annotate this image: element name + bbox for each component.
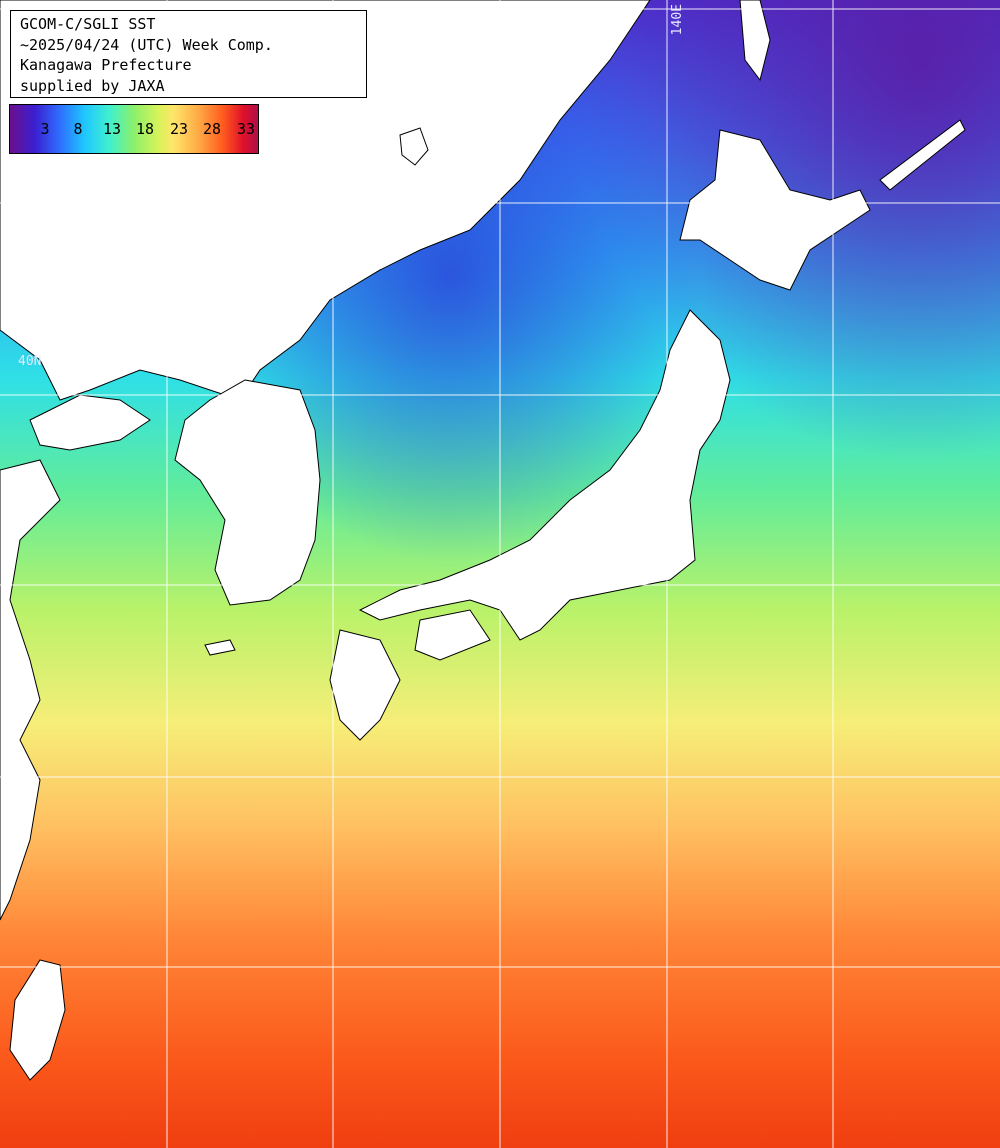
land-islet <box>399 127 429 166</box>
scale-tick-18: 18 <box>135 120 155 138</box>
land-shikoku <box>414 609 491 661</box>
land-kuril <box>879 119 966 191</box>
scale-tick-8: 8 <box>73 120 83 138</box>
lat-40n-label: 40N <box>18 354 42 369</box>
title-line-4: supplied by JAXA <box>20 76 165 95</box>
land-asia-mainland <box>0 0 651 401</box>
scale-tick-28: 28 <box>202 120 222 138</box>
land-shandong <box>29 394 151 451</box>
scale-tick-23: 23 <box>169 120 189 138</box>
land-china <box>0 459 61 921</box>
title-line-2: ~2025/04/24 (UTC) Week Comp. <box>20 35 273 54</box>
land-honshu <box>358 309 731 641</box>
scale-tick-33: 33 <box>236 120 256 138</box>
land-jeju <box>204 639 236 656</box>
scale-tick-3: 3 <box>40 120 50 138</box>
color-scale-legend: 3 8 13 18 23 28 33 <box>9 104 259 154</box>
title-line-1: GCOM-C/SGLI SST <box>20 15 156 33</box>
lon-140e-label: 140E <box>670 4 685 36</box>
land-korea <box>174 379 321 606</box>
land-hokkaido <box>679 129 871 291</box>
land-taiwan <box>9 959 66 1081</box>
scale-tick-13: 13 <box>102 120 122 138</box>
land-sakhalin <box>739 0 771 82</box>
title-box: GCOM-C/SGLI SST ~2025/04/24 (UTC) Week C… <box>10 10 367 98</box>
title-line-3: Kanagawa Prefecture <box>20 56 192 74</box>
land-kyushu <box>329 629 401 741</box>
